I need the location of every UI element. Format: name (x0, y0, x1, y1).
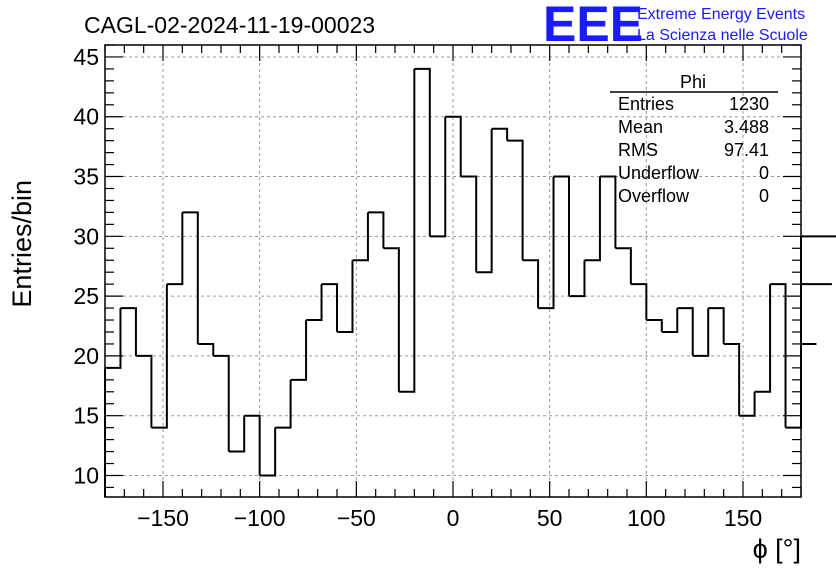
x-tick-label: 100 (627, 505, 665, 531)
histogram-bars (104, 67, 836, 497)
histogram-bin (553, 175, 570, 297)
y-tick-label: 45 (73, 44, 99, 70)
histogram-bin (800, 284, 817, 345)
histogram-bin (569, 260, 586, 298)
stats-rms-value: 97.41 (724, 140, 769, 160)
x-tick-label: −150 (137, 505, 189, 531)
y-tick-label: 15 (73, 403, 99, 429)
histogram-bin (630, 283, 648, 321)
histogram-bin (290, 320, 308, 381)
x-tick-label: 150 (724, 505, 762, 531)
grid-lines (105, 45, 801, 497)
y-tick-labels: 10 15 20 25 30 35 40 45 (73, 44, 99, 489)
histogram-bin (197, 342, 215, 356)
histogram-bin (584, 176, 601, 262)
y-axis-label: Entries/bin (7, 180, 37, 308)
histogram-bin (120, 307, 137, 356)
histogram-bin (522, 259, 540, 309)
x-tick-label: 0 (447, 505, 460, 531)
stats-entries-label: Entries (618, 94, 674, 114)
histogram-bin (244, 414, 261, 476)
stats-mean-value: 3.488 (724, 117, 769, 137)
stats-overflow-value: 0 (759, 186, 769, 206)
x-tick-labels: −150 −100 −50 0 50 100 150 (137, 505, 762, 531)
histogram-bin (445, 115, 462, 177)
histogram-bin (429, 116, 447, 238)
stats-underflow-value: 0 (759, 163, 769, 183)
y-tick-label: 10 (73, 462, 99, 488)
histogram-bin (538, 176, 555, 310)
histogram-bin (135, 354, 153, 428)
histogram-bin (275, 379, 292, 429)
x-tick-label: −50 (337, 505, 376, 531)
histogram-bin (615, 247, 632, 285)
stats-rms-label: RMS (618, 140, 658, 160)
histogram-bin (259, 427, 277, 477)
histogram-bin (105, 308, 122, 369)
plot-frame (104, 44, 802, 498)
histogram-bin (800, 236, 832, 286)
eee-logo: EEE (543, 0, 643, 52)
histogram-bin (692, 308, 710, 357)
histogram-bin (491, 127, 509, 141)
histogram-bin (661, 308, 679, 333)
logo-line-2: La Scienza nelle Scuole (637, 27, 808, 44)
histogram-bin (507, 139, 524, 261)
histogram-bin (708, 307, 725, 344)
stats-mean-label: Mean (618, 117, 663, 137)
x-axis-label: ϕ [°] (753, 534, 801, 564)
histogram-bin (599, 175, 617, 249)
histogram-bin (723, 342, 741, 416)
histogram-bin (337, 260, 354, 333)
histogram-bin (383, 247, 400, 392)
histogram-bin (228, 415, 246, 453)
axis-ticks (104, 44, 802, 497)
histogram-bin (677, 307, 694, 356)
y-tick-label: 30 (73, 223, 99, 249)
histogram-bin (166, 212, 184, 286)
x-tick-label: 50 (537, 505, 563, 531)
histogram-bin (646, 319, 663, 332)
stats-entries-value: 1230 (729, 94, 769, 114)
histogram-bin (460, 175, 478, 273)
stats-box: Phi Entries 1230 Mean 3.488 RMS 97.41 Un… (610, 72, 778, 206)
histogram-bin (213, 354, 230, 452)
y-tick-label: 40 (73, 104, 99, 130)
histogram-bin (151, 284, 168, 429)
histogram-bin (367, 211, 385, 249)
histogram-bin (754, 284, 772, 393)
histogram-bin (306, 284, 323, 322)
histogram-bin (352, 212, 369, 262)
histogram-bin (398, 68, 416, 393)
histogram-bin (182, 211, 199, 344)
stats-title: Phi (680, 72, 706, 92)
y-tick-label: 20 (73, 343, 99, 369)
y-tick-label: 35 (73, 164, 99, 190)
chart-title: CAGL-02-2024-11-19-00023 (84, 12, 375, 38)
histogram-bin (414, 67, 431, 237)
histogram-bin (739, 391, 756, 417)
x-tick-label: −100 (234, 505, 286, 531)
histogram-bin (770, 283, 787, 428)
stats-underflow-label: Underflow (618, 163, 700, 183)
histogram-bin (476, 128, 493, 274)
histogram-bin (321, 283, 338, 332)
logo-line-1: Extreme Energy Events (637, 6, 805, 23)
y-tick-label: 25 (73, 283, 99, 309)
stats-overflow-label: Overflow (618, 186, 690, 206)
